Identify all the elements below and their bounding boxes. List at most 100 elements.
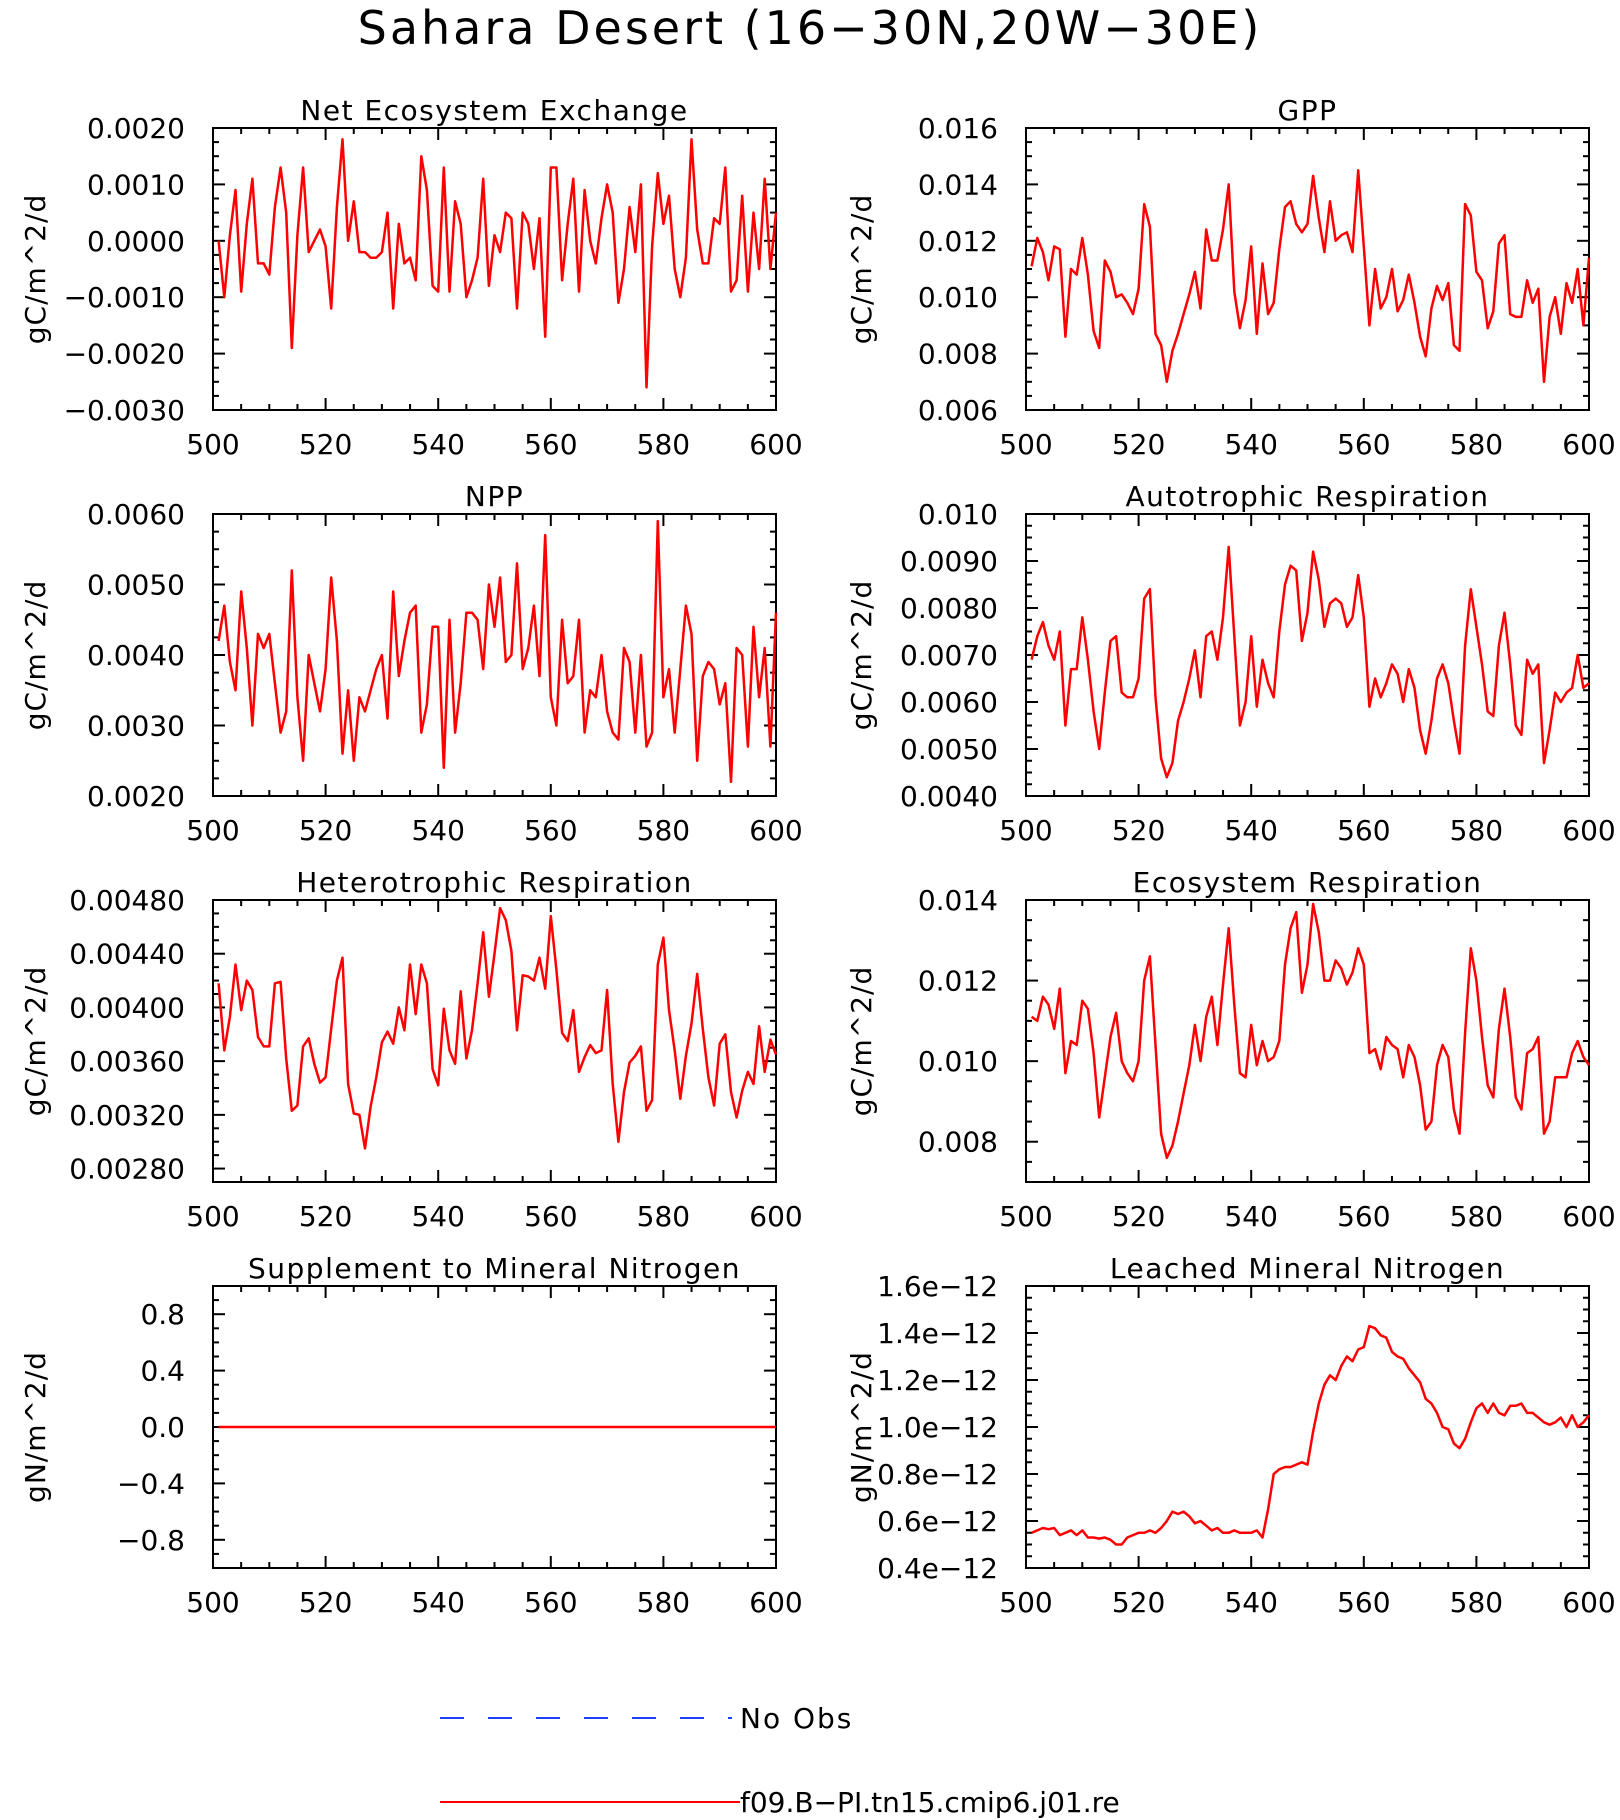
chart-autotrophic-respiration: Autotrophic Respiration gC/m^2/d 500 520 540… [845, 480, 1616, 847]
x-tick-label: 560 [1337, 814, 1390, 847]
series-line [1030, 545, 1590, 779]
series-line [217, 138, 778, 389]
x-tick-label: 540 [1224, 428, 1277, 461]
y-tick-label: 0.0060 [900, 686, 998, 719]
x-tick-label: 580 [1450, 1200, 1503, 1233]
x-tick-label: 580 [1450, 428, 1503, 461]
x-tick-label: 600 [749, 814, 802, 847]
x-tick-label: 520 [299, 1586, 352, 1619]
x-tick-label: 580 [1450, 1586, 1503, 1619]
y-tick-label: 0.0010 [87, 168, 185, 201]
chart-title: Leached Mineral Nitrogen [1110, 1252, 1505, 1285]
x-tick-label: 500 [186, 1586, 239, 1619]
y-tick-label: 0.00440 [69, 938, 185, 971]
series-line [1031, 1324, 1590, 1546]
x-tick-label: 520 [1112, 428, 1165, 461]
x-tick-label: 600 [1562, 814, 1615, 847]
series-line [217, 519, 778, 784]
y-tick-label: 0.00400 [69, 991, 185, 1024]
figure-title: Sahara Desert (16−30N,20W−30E) [358, 1, 1263, 55]
y-tick-label: 0.0000 [87, 225, 185, 258]
x-tick-label: 580 [1450, 814, 1503, 847]
x-tick-label: 540 [411, 1586, 464, 1619]
chart-ecosystem-respiration: Ecosystem Respiration gC/m^2/d 500 520 540 56… [845, 866, 1616, 1233]
x-tick-label: 540 [411, 1200, 464, 1233]
x-tick-label: 540 [411, 428, 464, 461]
y-tick-label: 0.0080 [900, 592, 998, 625]
x-tick-label: 500 [999, 428, 1052, 461]
y-tick-label: 0.0040 [87, 639, 185, 672]
x-tick-label: 600 [1562, 1586, 1615, 1619]
x-tick-label: 560 [1337, 428, 1390, 461]
x-tick-label: 560 [1337, 1586, 1390, 1619]
x-tick-label: 540 [411, 814, 464, 847]
y-tick-label: 0.008 [918, 338, 998, 371]
plot-frame [212, 899, 777, 1183]
y-tick-label: 0.012 [918, 225, 998, 258]
y-tick-label: 0.006 [918, 394, 998, 427]
y-tick-label: 0.008 [918, 1126, 998, 1159]
y-tick-label: 0.8e−12 [877, 1458, 998, 1491]
y-tick-label: −0.0010 [64, 281, 185, 314]
plot-frame [212, 127, 777, 411]
x-tick-label: 580 [637, 814, 690, 847]
x-tick-label: 540 [1224, 1586, 1277, 1619]
x-tick-label: 540 [1224, 814, 1277, 847]
y-axis-label: gC/m^2/d [19, 580, 52, 731]
x-tick-label: 560 [524, 814, 577, 847]
chart-title: Autotrophic Respiration [1126, 480, 1490, 513]
y-tick-label: −0.0020 [64, 338, 185, 371]
plot-frame [1025, 899, 1590, 1183]
plot-frame [212, 513, 777, 797]
y-tick-label: 0.0050 [900, 733, 998, 766]
x-tick-label: 580 [637, 1200, 690, 1233]
y-tick-label: −0.8 [117, 1524, 185, 1557]
x-tick-label: 580 [637, 428, 690, 461]
x-tick-label: 560 [524, 1586, 577, 1619]
chart-title: NPP [465, 480, 524, 513]
x-tick-label: 500 [999, 1200, 1052, 1233]
y-tick-label: 0.014 [918, 884, 998, 917]
x-tick-label: 600 [749, 1586, 802, 1619]
y-tick-label: 0.4 [140, 1355, 185, 1388]
y-tick-label: 0.00320 [69, 1099, 185, 1132]
chart-title: Ecosystem Respiration [1133, 866, 1483, 899]
y-tick-label: 0.0020 [87, 112, 185, 145]
chart-npp: NPP gC/m^2/d 500 520 540 560 580 600 0.0020 0.003… [19, 480, 803, 847]
y-tick-label: 0.010 [918, 498, 998, 531]
x-tick-label: 520 [299, 1200, 352, 1233]
x-tick-label: 600 [749, 428, 802, 461]
y-tick-label: 1.4e−12 [877, 1317, 998, 1350]
y-axis-label: gC/m^2/d [19, 194, 52, 345]
legend-label-model: f09.B−PI.tn15.cmip6.j01.re [740, 1786, 1120, 1819]
y-tick-label: 0.8 [140, 1298, 185, 1331]
x-tick-label: 560 [524, 1200, 577, 1233]
series-line [1030, 169, 1591, 384]
x-tick-label: 500 [186, 1200, 239, 1233]
y-tick-label: 0.0030 [87, 710, 185, 743]
x-tick-label: 540 [1224, 1200, 1277, 1233]
y-tick-label: 0.0040 [900, 780, 998, 813]
chart-net-ecosystem-exchange: Net Ecosystem Exchange gC/m^2/d 500 520 540 5… [19, 94, 803, 461]
chart-heterotrophic-respiration: Heterotrophic Respiration gC/m^2/d 500 520 5… [19, 866, 803, 1233]
y-tick-label: 0.010 [918, 281, 998, 314]
y-tick-label: 0.00360 [69, 1045, 185, 1078]
y-tick-label: 0.00280 [69, 1153, 185, 1186]
plot-frame [1025, 513, 1590, 797]
chart-panels: Net Ecosystem Exchange gC/m^2/d 500 520 540 5… [19, 94, 1616, 1619]
y-tick-label: 1.6e−12 [877, 1270, 998, 1303]
x-tick-label: 520 [299, 814, 352, 847]
y-tick-label: 0.010 [918, 1045, 998, 1078]
y-tick-label: 1.0e−12 [877, 1411, 998, 1444]
y-tick-label: 0.4e−12 [877, 1552, 998, 1585]
series-line [1030, 902, 1591, 1160]
y-tick-label: −0.0030 [64, 394, 185, 427]
chart-gpp: GPP gC/m^2/d 500 520 540 560 580 600 0.006 0.008 0… [845, 94, 1616, 461]
y-tick-label: 0.012 [918, 965, 998, 998]
y-axis-label: gC/m^2/d [19, 966, 52, 1117]
plot-frame [1025, 1285, 1590, 1569]
y-tick-label: 0.0070 [900, 639, 998, 672]
chart-title: Heterotrophic Respiration [296, 866, 692, 899]
x-tick-label: 520 [1112, 1200, 1165, 1233]
y-tick-label: 0.0020 [87, 780, 185, 813]
